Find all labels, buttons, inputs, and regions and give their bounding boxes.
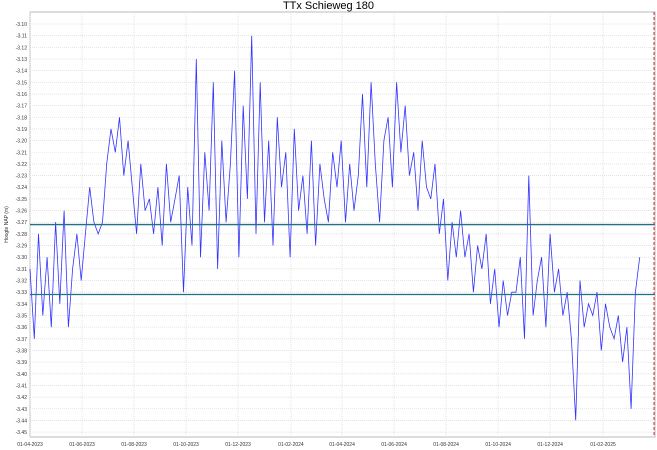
y-tick-label: -3.18 [16,115,28,121]
y-tick-label: -3.29 [16,244,28,250]
y-tick-label: -3.37 [16,337,28,343]
y-tick-label: -3.43 [16,407,28,413]
y-tick-label: -3.44 [16,418,28,424]
y-tick-label: -3.36 [16,325,28,331]
y-tick-label: -3.22 [16,162,28,168]
y-tick-label: -3.20 [16,139,28,145]
y-tick-label: -3.25 [16,197,28,203]
y-tick-label: -3.32 [16,279,28,285]
y-tick-label: -3.11 [16,34,27,40]
x-tick-label: 01-08-2024 [433,442,459,448]
y-tick-label: -3.24 [16,185,28,191]
x-tick-label: 01-06-2023 [69,442,95,448]
y-tick-label: -3.42 [16,395,28,401]
x-tick-label: 01-02-2025 [590,442,616,448]
y-tick-label: -3.15 [16,80,28,86]
x-tick-label: 01-04-2023 [17,442,43,448]
y-tick-label: -3.16 [16,92,28,98]
y-tick-label: -3.10 [16,22,28,28]
x-tick-label: 01-04-2024 [329,442,355,448]
y-tick-label: -3.21 [16,150,28,156]
x-tick-label: 01-02-2024 [278,442,304,448]
y-tick-label: -3.27 [16,220,28,226]
y-tick-label: -3.33 [16,290,28,296]
y-tick-label: -3.35 [16,314,28,320]
x-tick-label: 01-06-2024 [381,442,407,448]
y-axis-label: Hoogte NAP (m) [4,206,10,243]
y-tick-label: -3.34 [16,302,28,308]
y-tick-label: -3.40 [16,372,28,378]
y-tick-label: -3.39 [16,360,28,366]
y-tick-label: -3.12 [16,45,28,51]
x-tick-label: 01-12-2024 [537,442,563,448]
y-tick-label: -3.13 [16,57,28,63]
y-tick-label: -3.23 [16,174,28,180]
y-tick-label: -3.28 [16,232,28,238]
y-tick-label: -3.26 [16,209,28,215]
x-tick-label: 01-10-2023 [173,442,199,448]
x-tick-label: 01-12-2023 [225,442,251,448]
x-tick-label: 01-08-2023 [121,442,147,448]
y-tick-label: -3.19 [16,127,28,133]
x-tick-label: 01-10-2024 [485,442,511,448]
y-tick-label: -3.41 [16,383,28,389]
chart-title: TTx Schieweg 180 [282,0,375,12]
y-tick-label: -3.30 [16,255,28,261]
y-tick-label: -3.38 [16,348,28,354]
y-tick-label: -3.31 [16,267,28,273]
data-series-line [29,35,641,421]
y-tick-label: -3.17 [16,104,28,110]
y-tick-label: -3.14 [16,69,28,75]
y-tick-label: -3.45 [16,430,28,436]
